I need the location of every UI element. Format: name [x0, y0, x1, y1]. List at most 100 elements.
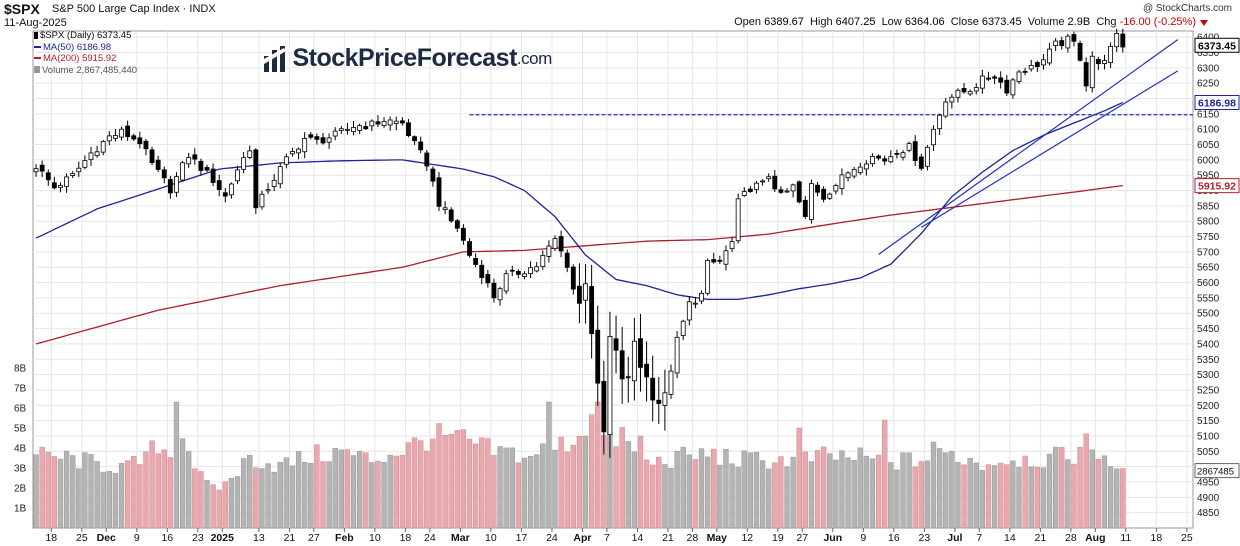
volume-bar: [57, 458, 64, 529]
candle: [509, 265, 515, 277]
volume-bar: [375, 460, 381, 529]
candle: [1120, 28, 1126, 53]
volume-bar: [588, 414, 595, 529]
candle-body: [167, 179, 173, 194]
candle-body: [1010, 79, 1016, 96]
candle-body: [882, 158, 888, 162]
candle-body: [906, 143, 912, 151]
exchange-name: INDX: [189, 3, 216, 15]
volume-bar: [1065, 459, 1071, 529]
candle: [1047, 42, 1052, 66]
ma50-flag-text: 6186.98: [1198, 97, 1236, 109]
candle: [870, 153, 875, 167]
volume-bar: [906, 452, 912, 529]
volume-bar: [204, 480, 210, 529]
candle: [540, 250, 546, 270]
candle: [686, 296, 692, 326]
volume-bar: [448, 433, 454, 529]
candle-body: [760, 180, 765, 183]
price-tick-label: 5150: [1197, 416, 1220, 427]
candle: [1114, 28, 1120, 52]
candle-body: [1065, 35, 1071, 49]
candle-body: [308, 134, 314, 138]
volume-bar: [674, 451, 680, 529]
volume-bar: [39, 446, 45, 529]
volume-bar: [82, 452, 88, 529]
candle-body: [186, 157, 192, 165]
x-tick-label: 7: [976, 532, 982, 544]
volume-bar: [772, 462, 778, 529]
candle: [705, 258, 711, 296]
candle: [613, 315, 619, 374]
candle-body: [863, 163, 869, 170]
volume-bar: [350, 455, 357, 529]
candle: [247, 145, 253, 160]
x-tick-label: 14: [632, 532, 644, 544]
legend-price-text: $SPX (Daily) 6373.45: [40, 30, 132, 41]
volume-bar: [161, 449, 167, 529]
candle-body: [699, 292, 704, 302]
stockcharts-credit[interactable]: @ StockCharts.com: [1142, 3, 1232, 14]
legend-volume: Volume 2,867,485,440: [34, 65, 137, 77]
candle: [839, 168, 845, 195]
candle-body: [149, 149, 155, 164]
candle: [772, 170, 778, 193]
candle-body: [448, 209, 454, 222]
candle: [552, 235, 558, 251]
price-tick-label: 5300: [1197, 370, 1220, 381]
volume-bar: [155, 453, 161, 529]
candle-body: [1004, 79, 1010, 94]
high-value: 6407.25: [835, 16, 876, 28]
candle-body: [338, 128, 344, 131]
logo-name: StockPriceForecast: [292, 44, 517, 72]
volume-bar: [943, 452, 949, 529]
candle-body: [94, 151, 100, 157]
chg-value: -16.00 (-0.25%): [1119, 16, 1196, 28]
candle-body: [552, 238, 558, 250]
candle: [882, 155, 888, 166]
volume-bar: [124, 460, 131, 529]
volume-tick-label: 8B: [14, 364, 27, 375]
candle: [479, 259, 485, 285]
volume-bar: [259, 468, 265, 529]
candle-body: [198, 160, 204, 171]
candle-body: [931, 128, 936, 146]
candle: [515, 269, 521, 279]
candle-body: [106, 135, 112, 142]
candle-body: [210, 168, 216, 183]
candle-body: [70, 173, 76, 176]
stockpriceforecast-logo: StockPriceForecast.com: [262, 44, 552, 73]
volume-bar: [808, 461, 815, 529]
candle-body: [937, 114, 943, 130]
volume-bar: [369, 462, 375, 529]
price-tick-label: 5750: [1197, 232, 1220, 243]
candle: [619, 326, 625, 404]
logo-tld: .com: [516, 48, 552, 68]
candle: [76, 161, 82, 178]
volume-tick-label: 6B: [14, 404, 27, 415]
candle-body: [357, 125, 363, 131]
candle-body: [204, 167, 210, 171]
chart-header: $SPX S&P 500 Large Cap Index · INDX 11-A…: [0, 0, 1240, 30]
volume-bar: [680, 446, 686, 529]
candle-body: [839, 174, 845, 189]
volume-bar: [820, 446, 827, 529]
candle-body: [412, 136, 417, 142]
candle-body: [979, 75, 985, 89]
candle-body: [833, 184, 839, 192]
x-tick-label: 17: [516, 532, 528, 544]
candle: [180, 160, 185, 182]
candle: [283, 153, 289, 169]
volume-bar: [118, 463, 125, 529]
candle: [925, 145, 930, 171]
candle: [174, 172, 179, 198]
volume-bar: [131, 456, 137, 529]
candle: [937, 113, 943, 136]
volume-bar: [405, 442, 412, 529]
candle: [1089, 51, 1095, 93]
volume-bar: [613, 446, 619, 529]
ma50-flag: 6186.98: [1194, 94, 1240, 110]
candle-body: [534, 266, 540, 272]
candle-body: [766, 176, 772, 180]
